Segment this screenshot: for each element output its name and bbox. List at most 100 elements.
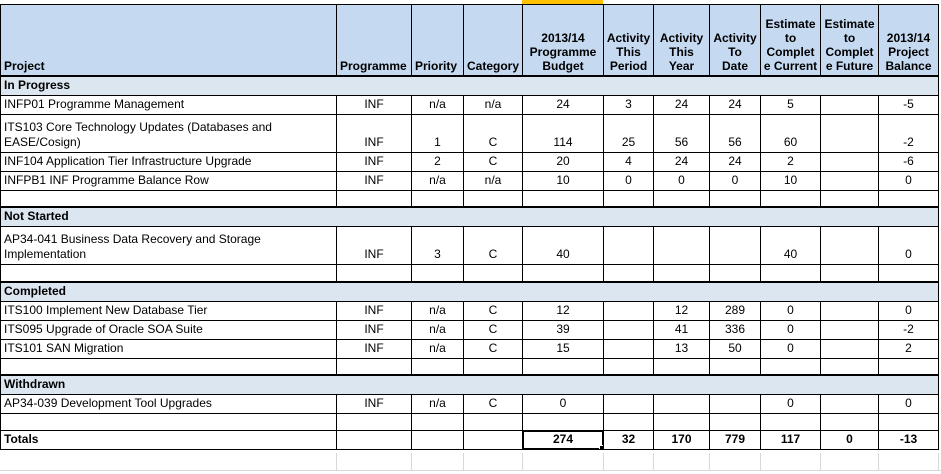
empty-cell[interactable] <box>760 264 821 282</box>
cell-project[interactable]: INF104 Application Tier Infrastructure U… <box>0 151 337 172</box>
cell-activity-to-date[interactable]: 24 <box>709 94 761 115</box>
cell-estimate-current[interactable]: 5 <box>760 94 821 115</box>
cell-activity-to-date-total[interactable]: 779 <box>709 430 761 450</box>
cell-estimate-current[interactable]: 0 <box>760 394 821 414</box>
empty-cell[interactable] <box>878 413 939 431</box>
cell-activity-to-date[interactable]: 56 <box>709 113 761 153</box>
cell-estimate-future-total[interactable]: 0 <box>820 430 879 450</box>
col-header-estimate-future[interactable]: Estimate to Complet e Future <box>820 4 879 76</box>
cell-estimate-future[interactable] <box>820 151 879 172</box>
col-header-activity-to-date[interactable]: Activity To Date <box>709 4 761 76</box>
cell-budget[interactable]: 15 <box>522 338 604 359</box>
cell-programme[interactable]: INF <box>336 113 412 153</box>
cell-activity-year[interactable]: 56 <box>653 113 710 153</box>
cell-category[interactable]: C <box>463 319 523 340</box>
cell-priority[interactable]: n/a <box>411 300 464 321</box>
cell-activity-period-total[interactable]: 32 <box>603 430 654 450</box>
cell-estimate-current[interactable]: 0 <box>760 300 821 321</box>
cell-project[interactable]: AP34-041 Business Data Recovery and Stor… <box>0 226 337 265</box>
cell-balance[interactable]: -2 <box>878 113 939 153</box>
cell-estimate-future[interactable] <box>820 94 879 115</box>
empty-cell[interactable] <box>411 413 464 431</box>
cell-budget[interactable]: 114 <box>522 113 604 153</box>
empty-cell[interactable] <box>709 264 761 282</box>
cell-budget[interactable]: 0 <box>522 394 604 414</box>
empty-cell[interactable] <box>709 357 761 376</box>
cell-estimate-future[interactable] <box>820 170 879 191</box>
cell-balance[interactable]: 0 <box>878 170 939 191</box>
cell-programme[interactable]: INF <box>336 170 412 191</box>
empty-cell[interactable] <box>820 189 879 208</box>
cell-estimate-current[interactable]: 40 <box>760 226 821 265</box>
cell-category[interactable]: C <box>463 394 523 414</box>
cell-priority[interactable] <box>411 430 464 450</box>
empty-cell[interactable] <box>760 189 821 208</box>
empty-cell[interactable] <box>760 413 821 431</box>
cell-activity-period[interactable] <box>603 300 654 321</box>
empty-cell[interactable] <box>0 189 337 208</box>
cell-activity-year-total[interactable]: 170 <box>653 430 710 450</box>
cell-category[interactable]: n/a <box>463 94 523 115</box>
cell-category[interactable]: n/a <box>463 170 523 191</box>
cell-budget[interactable]: 10 <box>522 170 604 191</box>
cell-category[interactable]: C <box>463 300 523 321</box>
empty-cell[interactable] <box>603 189 654 208</box>
totals-label[interactable]: Totals <box>0 430 337 450</box>
cell-category[interactable] <box>463 430 523 450</box>
cell-estimate-future[interactable] <box>820 226 879 265</box>
empty-cell[interactable] <box>878 189 939 208</box>
cell-balance[interactable]: -5 <box>878 94 939 115</box>
cell-estimate-future[interactable] <box>820 394 879 414</box>
cell-programme[interactable]: INF <box>336 151 412 172</box>
col-header-estimate-current[interactable]: Estimate to Complet e Current <box>760 4 821 76</box>
col-header-activity-period[interactable]: Activity This Period <box>603 4 654 76</box>
cell-programme[interactable]: INF <box>336 226 412 265</box>
col-header-project[interactable]: Project <box>0 4 337 76</box>
empty-cell[interactable] <box>760 357 821 376</box>
empty-cell[interactable] <box>603 357 654 376</box>
cell-activity-period[interactable] <box>603 338 654 359</box>
cell-estimate-future[interactable] <box>820 300 879 321</box>
cell-estimate-current[interactable]: 0 <box>760 319 821 340</box>
empty-cell[interactable] <box>820 413 879 431</box>
cell-programme[interactable]: INF <box>336 94 412 115</box>
cell-category[interactable]: C <box>463 113 523 153</box>
cell-category[interactable]: C <box>463 338 523 359</box>
empty-cell[interactable] <box>522 413 604 431</box>
cell-activity-year[interactable]: 12 <box>653 300 710 321</box>
cell-activity-period[interactable] <box>603 394 654 414</box>
cell-estimate-current[interactable]: 0 <box>760 338 821 359</box>
empty-cell[interactable] <box>411 357 464 376</box>
empty-cell[interactable] <box>709 189 761 208</box>
empty-cell[interactable] <box>463 413 523 431</box>
cell-activity-to-date[interactable]: 50 <box>709 338 761 359</box>
cell-budget[interactable]: 24 <box>522 94 604 115</box>
empty-cell[interactable] <box>878 357 939 376</box>
cell-budget[interactable]: 12 <box>522 300 604 321</box>
cell-balance-total[interactable]: -13 <box>878 430 939 450</box>
cell-activity-to-date[interactable]: 336 <box>709 319 761 340</box>
cell-activity-year[interactable] <box>653 226 710 265</box>
cell-project[interactable]: AP34-039 Development Tool Upgrades <box>0 394 337 414</box>
empty-cell[interactable] <box>411 264 464 282</box>
cell-estimate-current-total[interactable]: 117 <box>760 430 821 450</box>
cell-estimate-current[interactable]: 2 <box>760 151 821 172</box>
empty-cell[interactable] <box>820 357 879 376</box>
col-header-programme[interactable]: Programme <box>336 4 412 76</box>
cell-priority[interactable]: n/a <box>411 319 464 340</box>
cell-balance[interactable]: -2 <box>878 319 939 340</box>
section-title[interactable]: Completed <box>0 280 939 302</box>
cell-activity-year[interactable]: 24 <box>653 151 710 172</box>
empty-cell[interactable] <box>653 357 710 376</box>
section-title[interactable]: Not Started <box>0 206 939 227</box>
cell-activity-year[interactable] <box>653 394 710 414</box>
empty-cell[interactable] <box>411 189 464 208</box>
section-title[interactable]: In Progress <box>0 74 939 96</box>
empty-cell[interactable] <box>603 413 654 431</box>
cell-activity-period[interactable]: 0 <box>603 170 654 191</box>
col-header-budget[interactable]: 2013/14 Programme Budget <box>522 4 604 76</box>
empty-cell[interactable] <box>653 264 710 282</box>
col-header-category[interactable]: Category <box>463 4 523 76</box>
empty-cell[interactable] <box>653 413 710 431</box>
cell-priority[interactable]: 3 <box>411 226 464 265</box>
